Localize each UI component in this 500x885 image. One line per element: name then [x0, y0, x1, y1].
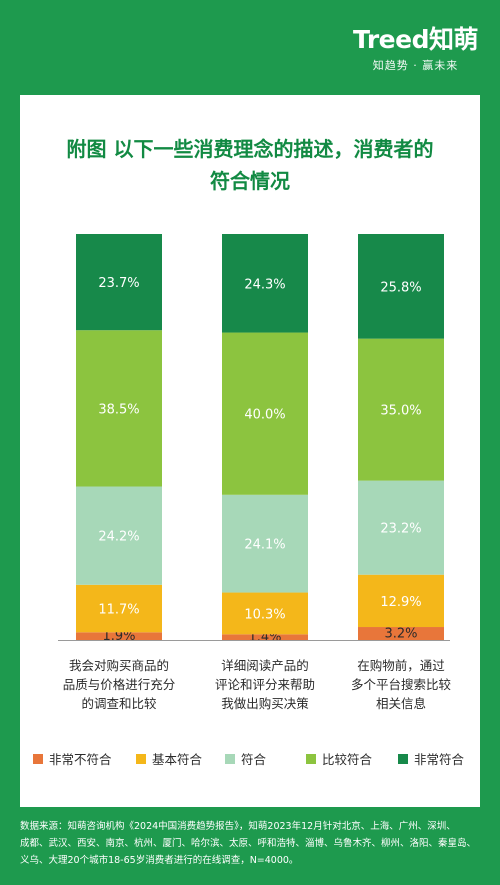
- bar-segment-3-4: [358, 338, 444, 481]
- footer-line-3: 义乌、大理20个城市18-65岁消费者进行的在线调查，N=4000。: [20, 855, 299, 866]
- bar-segment-1-1: [76, 632, 162, 640]
- bar-segment-1-3: [76, 486, 162, 585]
- legend-swatch-3: [225, 754, 235, 764]
- chart-title: 附图 以下一些消费理念的描述，消费者的 符合情况: [20, 133, 480, 197]
- category-label-3-line-3: 相关信息: [376, 696, 426, 711]
- footer-source-note: 数据来源：知萌咨询机构《2024中国消费趋势报告》，知萌2023年12月针对北京…: [20, 818, 482, 869]
- bar-segment-3-3: [358, 480, 444, 575]
- data-label-2-2: 10.3%: [244, 607, 285, 622]
- data-label-2-5: 24.3%: [244, 277, 285, 292]
- legend-label-5: 非常符合: [414, 752, 465, 767]
- legend-swatch-4: [306, 754, 316, 764]
- legend-swatch-5: [398, 754, 408, 764]
- category-label-1-line-3: 的调查和比较: [81, 696, 157, 711]
- category-label-3-line-1: 在购物前，通过: [357, 658, 445, 673]
- data-label-2-3: 24.1%: [244, 538, 285, 553]
- legend-label-4: 比较符合: [322, 752, 373, 767]
- data-label-3-4: 35.0%: [380, 404, 421, 419]
- bar-segment-1-4: [76, 330, 162, 487]
- data-label-1-4: 38.5%: [98, 402, 139, 417]
- bar-segment-2-5: [222, 234, 308, 333]
- data-label-1-3: 24.2%: [98, 530, 139, 545]
- header: Treed知萌 知趋势 · 赢未来: [0, 0, 500, 95]
- category-label-2-line-3: 我做出购买决策: [221, 696, 309, 711]
- data-label-3-1: 3.2%: [384, 627, 417, 642]
- footer-line-1: 数据来源：知萌咨询机构《2024中国消费趋势报告》，知萌2023年12月针对北京…: [20, 821, 456, 832]
- chart-title-line-2: 符合情况: [210, 169, 290, 193]
- bar-segment-1-5: [76, 234, 162, 331]
- data-label-1-2: 11.7%: [98, 603, 139, 618]
- chart-title-line-1: 附图 以下一些消费理念的描述，消费者的: [66, 137, 434, 161]
- bar-segment-2-3: [222, 494, 308, 593]
- bar-segment-2-1: [222, 634, 308, 640]
- brand-slogan: 知趋势 · 赢未来: [372, 59, 459, 72]
- brand-logo: Treed知萌: [353, 25, 478, 54]
- legend-swatch-1: [33, 754, 43, 764]
- legend-label-2: 基本符合: [152, 752, 203, 767]
- bar-segment-2-2: [222, 592, 308, 635]
- bar-segment-1-2: [76, 584, 162, 633]
- data-label-2-4: 40.0%: [244, 408, 285, 423]
- data-label-1-5: 23.7%: [98, 276, 139, 291]
- category-label-1-line-1: 我会对购买商品的: [69, 658, 169, 673]
- bar-segment-3-1: [358, 627, 444, 640]
- chart-card: 附图 以下一些消费理念的描述，消费者的 符合情况 1.9% 11.7% 24.2% 3…: [20, 95, 480, 807]
- footer-line-2: 成都、武汉、西安、南京、杭州、厦门、哈尔滨、太原、呼和浩特、淄博、乌鲁木齐、柳州…: [20, 838, 477, 849]
- category-label-3-line-2: 多个平台搜索比较: [351, 677, 452, 692]
- legend-swatch-2: [136, 754, 146, 764]
- data-label-3-5: 25.8%: [380, 280, 421, 295]
- bar-segment-3-5: [358, 234, 444, 339]
- legend-label-3: 符合: [241, 752, 267, 767]
- brand: Treed知萌 知趋势 · 赢未来: [353, 26, 478, 73]
- legend-label-1: 非常不符合: [49, 752, 112, 767]
- bar-segment-3-2: [358, 574, 444, 628]
- data-label-3-2: 12.9%: [380, 595, 421, 610]
- category-label-2-line-1: 详细阅读产品的: [221, 658, 309, 673]
- category-label-1-line-2: 品质与价格进行充分: [63, 677, 176, 692]
- stacked-bar-chart: 1.9%11.7%24.2%38.5%23.7%我会对购买商品的品质与价格进行充…: [33, 234, 465, 767]
- bar-segment-2-4: [222, 332, 308, 495]
- category-label-2-line-2: 评论和评分来帮助: [215, 677, 315, 692]
- data-label-3-3: 23.2%: [380, 522, 421, 537]
